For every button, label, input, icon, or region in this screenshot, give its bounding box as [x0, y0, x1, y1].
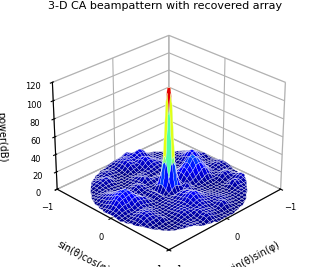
- X-axis label: sin(θ)sin(φ): sin(θ)sin(φ): [228, 240, 282, 267]
- Y-axis label: sin(θ)cos(φ): sin(θ)cos(φ): [55, 239, 111, 267]
- Title: 3-D CA beampattern with recovered array: 3-D CA beampattern with recovered array: [48, 1, 283, 11]
